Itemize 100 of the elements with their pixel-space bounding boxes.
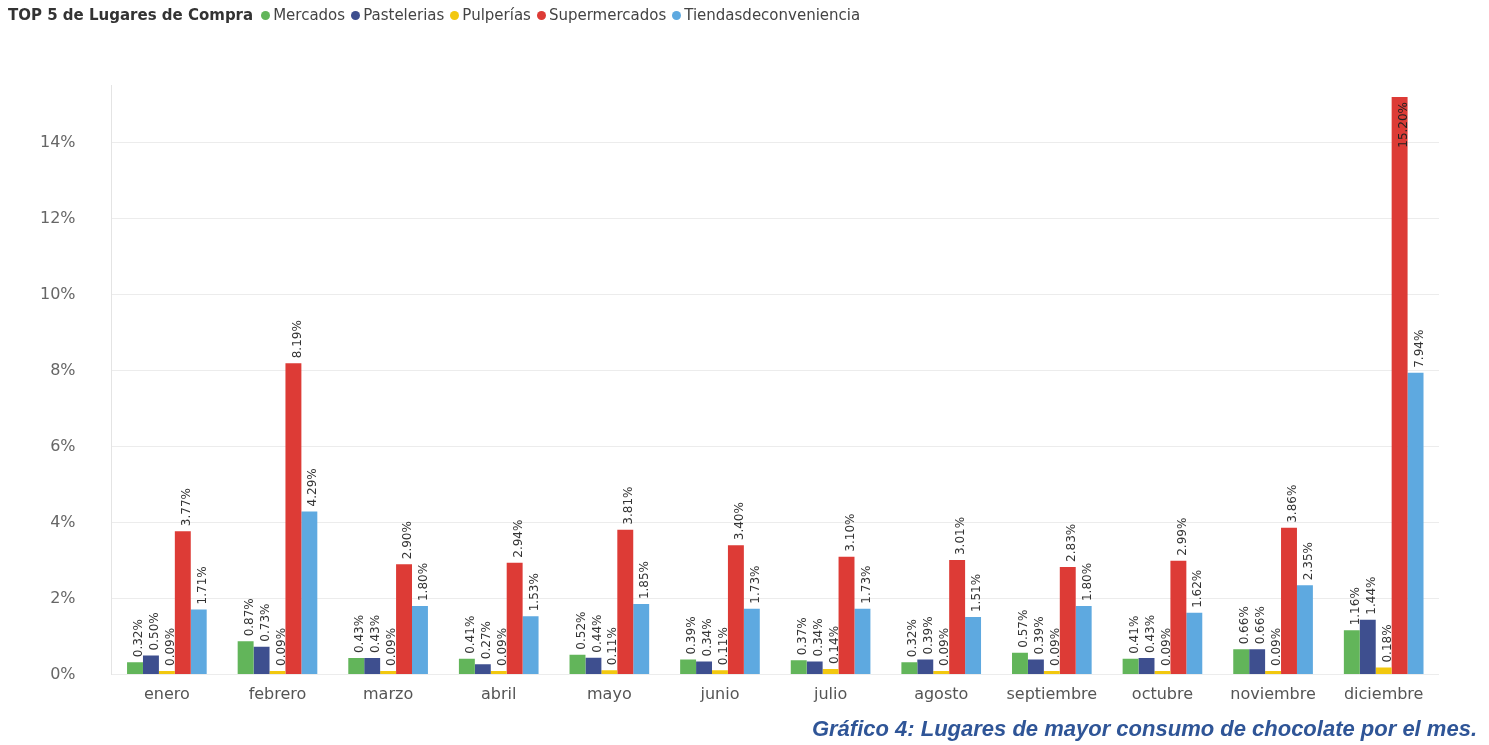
- legend-title: TOP 5 de Lugares de Compra: [8, 6, 254, 24]
- bar: [412, 606, 428, 674]
- data-label: 3.10%: [842, 513, 857, 552]
- data-label: 0.66%: [1253, 606, 1268, 645]
- bar: [1012, 652, 1028, 674]
- bar: [253, 646, 270, 674]
- bar: [1391, 97, 1408, 674]
- data-label: 0.66%: [1237, 606, 1252, 645]
- bar: [364, 658, 381, 674]
- data-label: 1.73%: [858, 565, 873, 604]
- data-label: 1.62%: [1190, 569, 1205, 608]
- legend-label: Tiendasdeconveniencia: [684, 6, 861, 24]
- bar: [190, 609, 207, 674]
- data-label: 2.83%: [1063, 523, 1078, 562]
- bar: [396, 564, 413, 674]
- data-label: 8.19%: [289, 320, 304, 359]
- bar: [585, 657, 602, 674]
- data-label: 0.11%: [716, 627, 731, 666]
- data-label: 3.77%: [178, 488, 193, 527]
- data-label: 15.20%: [1395, 101, 1410, 148]
- y-tick-label: 4%: [50, 511, 76, 531]
- bar: [1138, 658, 1155, 674]
- data-label: 0.44%: [589, 614, 604, 653]
- y-tick-label: 8%: [50, 359, 76, 379]
- bar: [506, 562, 523, 674]
- data-label: 7.94%: [1411, 329, 1426, 368]
- data-label: 0.34%: [810, 618, 825, 657]
- x-tick-label: mayo: [587, 684, 632, 704]
- data-label: 0.09%: [273, 627, 288, 666]
- data-label: 0.27%: [478, 621, 493, 660]
- bar: [158, 670, 175, 674]
- y-tick-label: 12%: [40, 207, 76, 227]
- bar: [1407, 372, 1424, 674]
- data-label: 4.29%: [305, 468, 320, 507]
- bar: [380, 670, 397, 674]
- bar: [458, 658, 475, 674]
- bar: [617, 529, 634, 674]
- data-label: 0.18%: [1379, 624, 1394, 663]
- bar: [949, 560, 966, 674]
- data-label: 2.35%: [1301, 542, 1316, 581]
- bar: [1249, 649, 1266, 674]
- data-label: 0.73%: [257, 603, 272, 642]
- bar: [1027, 659, 1044, 674]
- bar: [490, 670, 507, 674]
- data-label: 0.43%: [368, 614, 383, 654]
- data-label: 0.11%: [605, 627, 620, 666]
- x-tick-label: marzo: [363, 684, 414, 704]
- bar: [838, 556, 855, 674]
- bar: [806, 661, 823, 674]
- bar: [1154, 670, 1171, 674]
- data-label: 2.99%: [1174, 517, 1189, 556]
- bar: [1359, 619, 1376, 674]
- bar: [1281, 527, 1297, 674]
- data-label: 0.87%: [241, 598, 256, 637]
- bar: [522, 616, 539, 674]
- x-tick-label: diciembre: [1343, 684, 1424, 704]
- legend-label: Pastelerias: [363, 6, 445, 24]
- x-tick-label: febrero: [248, 684, 307, 704]
- x-tick-label: enero: [143, 684, 190, 704]
- data-label: 1.85%: [637, 561, 652, 600]
- bar: [127, 662, 143, 674]
- data-label: 1.71%: [194, 566, 209, 605]
- data-label: 1.80%: [416, 562, 431, 602]
- bar: [1343, 630, 1360, 674]
- bar: [1122, 658, 1139, 674]
- bar: [901, 662, 918, 674]
- data-label: 0.09%: [1158, 627, 1173, 666]
- x-tick-label: julio: [812, 684, 848, 704]
- data-label: 0.43%: [1142, 614, 1157, 654]
- bar: [822, 669, 839, 674]
- data-label: 0.32%: [905, 619, 920, 658]
- data-label: 0.39%: [921, 616, 936, 655]
- bar: [142, 655, 159, 674]
- x-tick-label: abril: [481, 684, 517, 704]
- data-label: 0.09%: [494, 627, 509, 666]
- data-label: 0.09%: [937, 627, 952, 666]
- x-tick-label: agosto: [914, 684, 969, 704]
- bar: [854, 608, 871, 674]
- bar: [1043, 670, 1060, 674]
- bar: [1186, 612, 1203, 674]
- x-tick-label: junio: [699, 684, 740, 704]
- data-label: 1.44%: [1363, 576, 1378, 615]
- y-tick-label: 6%: [50, 435, 76, 455]
- data-label: 0.43%: [352, 614, 367, 654]
- x-tick-label: noviembre: [1230, 684, 1316, 704]
- data-label: 0.39%: [684, 616, 699, 655]
- bar: [965, 617, 982, 674]
- bar: [727, 545, 744, 674]
- bar: [474, 664, 491, 674]
- y-tick-label: 2%: [50, 587, 76, 607]
- data-label: 0.50%: [147, 612, 162, 651]
- bar: [237, 641, 254, 674]
- data-label: 0.09%: [163, 627, 177, 666]
- data-label: 1.73%: [747, 565, 762, 604]
- text: Gráfico 4: Lugares de mayor consumo de chocolate por el mes.: [811, 716, 1477, 742]
- bar: [301, 511, 318, 674]
- bar: [680, 659, 697, 674]
- data-label: 1.53%: [526, 573, 541, 612]
- x-tick-label: septiembre: [1006, 684, 1098, 704]
- bar: [696, 661, 713, 674]
